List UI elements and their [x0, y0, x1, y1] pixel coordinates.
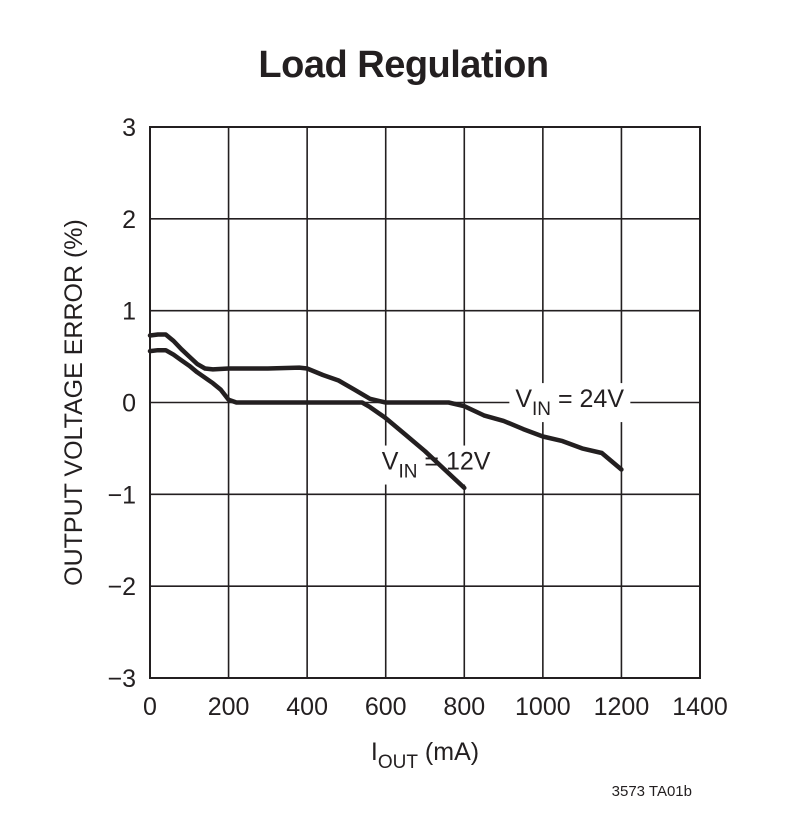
plot-frame [149, 126, 701, 679]
x-tick-label: 400 [286, 693, 328, 721]
y-tick-label: 1 [122, 298, 136, 326]
series-label-background [375, 445, 497, 485]
x-axis-label-main: I [371, 738, 378, 766]
x-axis-label-sub: OUT [378, 752, 419, 773]
y-tick-label: 2 [122, 206, 136, 234]
y-axis-label: OUTPUT VOLTAGE ERROR (%) [60, 219, 88, 586]
x-axis-label: IOUT (mA) [371, 738, 479, 773]
chart-title: Load Regulation [258, 44, 549, 86]
series-label-background [509, 383, 631, 423]
x-tick-label: 800 [443, 693, 485, 721]
series-label: VIN = 12V [382, 448, 491, 483]
figure-code: 3573 TA01b [612, 783, 692, 800]
y-tick-label: 3 [122, 114, 136, 142]
y-tick-label: 0 [122, 390, 136, 418]
x-tick-label: 600 [365, 693, 407, 721]
x-tick-label: 1400 [672, 693, 728, 721]
series-label-suffix: = 24V [551, 385, 624, 413]
x-axis-label-suffix: (mA) [418, 738, 479, 766]
y-tick-label: −1 [107, 481, 136, 509]
series-label-sub: IN [398, 462, 417, 483]
series-label-main: V [382, 448, 399, 476]
series-label-sub: IN [532, 399, 551, 420]
series-line-1 [147, 332, 624, 472]
series-label: VIN = 24V [515, 385, 624, 420]
x-tick-label: 1200 [594, 693, 650, 721]
series-label-suffix: = 12V [417, 448, 490, 476]
y-tick-label: −2 [107, 573, 136, 601]
series-label-main: V [515, 385, 532, 413]
x-tick-label: 1000 [515, 693, 571, 721]
y-tick-label: −3 [107, 665, 136, 693]
x-tick-label: 200 [208, 693, 250, 721]
x-tick-label: 0 [143, 693, 157, 721]
series-line-0 [147, 347, 467, 491]
